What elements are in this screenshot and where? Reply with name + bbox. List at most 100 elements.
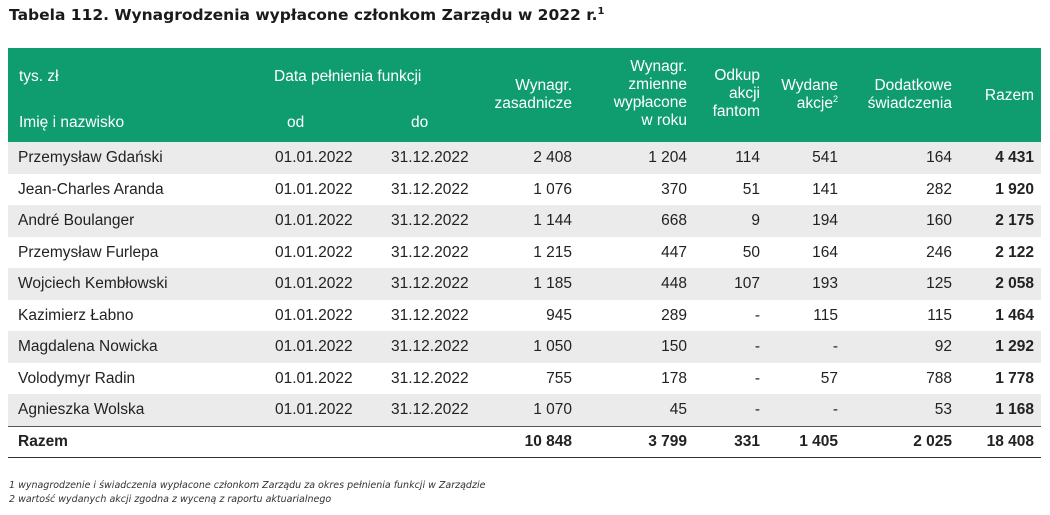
totals-benefits: 2 025 [913, 432, 952, 450]
cell-to: 31.12.2022 [391, 243, 469, 261]
totals-variable: 3 799 [648, 432, 687, 450]
header-benefits-line1: Dodatkowe [874, 77, 952, 94]
cell-name: Wojciech Kembłowski [18, 275, 168, 292]
cell-from: 01.01.2022 [275, 149, 353, 166]
cell-to: 31.12.2022 [391, 212, 469, 229]
table-header: tys. zł Imię i nazwisko Data pełnienia f… [8, 48, 1041, 142]
header-variable-line3: wypłacone [613, 94, 687, 111]
cell-benefits: 164 [926, 149, 952, 166]
cell-phantom: - [754, 369, 760, 387]
cell-from: 01.01.2022 [275, 401, 353, 418]
cell-shares: 541 [812, 149, 838, 166]
header-variable-line2: zmienne [628, 76, 687, 93]
cell-benefits: 125 [926, 275, 952, 292]
cell-variable: 289 [661, 306, 687, 324]
cell-variable: 448 [661, 275, 687, 292]
cell-benefits: 246 [926, 243, 952, 261]
totals-label: Razem [18, 432, 68, 450]
cell-to: 31.12.2022 [391, 369, 469, 387]
cell-name: Kazimierz Łabno [18, 306, 134, 324]
cell-to: 31.12.2022 [391, 338, 469, 355]
cell-total: 2 175 [995, 212, 1034, 229]
header-to: do [411, 114, 429, 131]
cell-total: 1 292 [995, 338, 1034, 355]
cell-base: 1 185 [533, 275, 572, 292]
header-shares-footnote-marker: 2 [832, 93, 838, 104]
header-base-line2: zasadnicze [494, 95, 572, 112]
header-base-line1: Wynagr. [515, 77, 572, 94]
cell-name: Volodymyr Radin [18, 369, 136, 387]
cell-phantom: - [754, 306, 760, 324]
cell-shares: 194 [812, 212, 838, 229]
cell-variable: 370 [661, 180, 687, 198]
cell-variable: 150 [661, 338, 687, 355]
cell-name: Przemysław Furlepa [18, 243, 159, 261]
table-row: Wojciech Kembłowski 01.01.2022 31.12.202… [8, 268, 1041, 300]
cell-phantom: - [754, 401, 760, 418]
table-title: Tabela 112. Wynagrodzenia wypłacone czło… [9, 6, 605, 24]
cell-variable: 447 [661, 243, 687, 261]
cell-variable: 668 [661, 212, 687, 229]
header-unit: tys. zł [19, 68, 59, 85]
table-bottom-rule [8, 457, 1041, 458]
header-shares: Wydane akcje2 [781, 77, 838, 113]
cell-shares: - [832, 338, 838, 355]
table-row: Przemysław Furlepa 01.01.2022 31.12.2022… [8, 237, 1041, 269]
cell-from: 01.01.2022 [275, 243, 353, 261]
footnote-1: 1 wynagrodzenie i świadczenia wypłacone … [9, 480, 486, 491]
cell-phantom: 9 [751, 212, 760, 229]
cell-base: 1 076 [533, 180, 572, 198]
cell-total: 1 778 [995, 369, 1034, 387]
cell-to: 31.12.2022 [391, 149, 469, 166]
cell-total: 1 168 [995, 401, 1034, 418]
cell-from: 01.01.2022 [275, 338, 353, 355]
header-variable: Wynagr. zmienne wypłacone w roku [614, 58, 687, 130]
table-row: Volodymyr Radin 01.01.2022 31.12.2022 75… [8, 363, 1041, 395]
title-footnote-marker: 1 [597, 6, 605, 17]
cell-from: 01.01.2022 [275, 180, 353, 198]
cell-total: 1 920 [995, 180, 1034, 198]
cell-shares: 141 [812, 180, 838, 198]
cell-total: 1 464 [995, 306, 1034, 324]
cell-to: 31.12.2022 [391, 401, 469, 418]
header-phantom-line3: fantom [712, 103, 760, 120]
cell-from: 01.01.2022 [275, 275, 353, 292]
cell-base: 2 408 [533, 149, 572, 166]
header-shares-line2: akcje [796, 95, 833, 112]
cell-total: 4 431 [995, 149, 1034, 166]
cell-name: André Boulanger [18, 212, 135, 229]
header-benefits: Dodatkowe świadczenia [868, 77, 952, 113]
table-row: Magdalena Nowicka 01.01.2022 31.12.2022 … [8, 331, 1041, 363]
cell-variable: 1 204 [648, 149, 687, 166]
table-row: Jean-Charles Aranda 01.01.2022 31.12.202… [8, 174, 1041, 206]
table-row: Agnieszka Wolska 01.01.2022 31.12.2022 1… [8, 394, 1041, 426]
header-phantom-line2: akcji [728, 85, 760, 102]
totals-total: 18 408 [986, 432, 1034, 450]
totals-row: Razem 10 848 3 799 331 1 405 2 025 18 40… [8, 425, 1041, 458]
cell-total: 2 058 [995, 275, 1034, 292]
table-title-text: Tabela 112. Wynagrodzenia wypłacone czło… [9, 6, 598, 25]
header-name: Imię i nazwisko [19, 114, 125, 131]
footnote-2: 2 wartość wydanych akcji zgodna z wyceną… [9, 494, 332, 505]
cell-base: 1 215 [533, 243, 572, 261]
cell-name: Przemysław Gdański [18, 149, 163, 166]
header-variable-line1: Wynagr. [630, 58, 687, 75]
cell-name: Agnieszka Wolska [18, 401, 145, 418]
totals-shares: 1 405 [799, 432, 838, 450]
header-from: od [287, 114, 305, 131]
table-row: André Boulanger 01.01.2022 31.12.2022 1 … [8, 205, 1041, 237]
cell-from: 01.01.2022 [275, 306, 353, 324]
cell-variable: 45 [669, 401, 687, 418]
cell-phantom: 50 [742, 243, 760, 261]
cell-benefits: 115 [927, 306, 952, 324]
cell-phantom: - [754, 338, 760, 355]
header-shares-line1: Wydane [781, 77, 838, 94]
header-base: Wynagr. zasadnicze [494, 77, 572, 113]
cell-base: 1 050 [533, 338, 572, 355]
cell-phantom: 51 [742, 180, 760, 198]
cell-base: 1 070 [533, 401, 572, 418]
cell-base: 945 [546, 306, 572, 324]
header-phantom: Odkup akcji fantom [713, 67, 760, 121]
header-variable-line4: w roku [641, 112, 687, 129]
cell-phantom: 114 [735, 149, 760, 166]
